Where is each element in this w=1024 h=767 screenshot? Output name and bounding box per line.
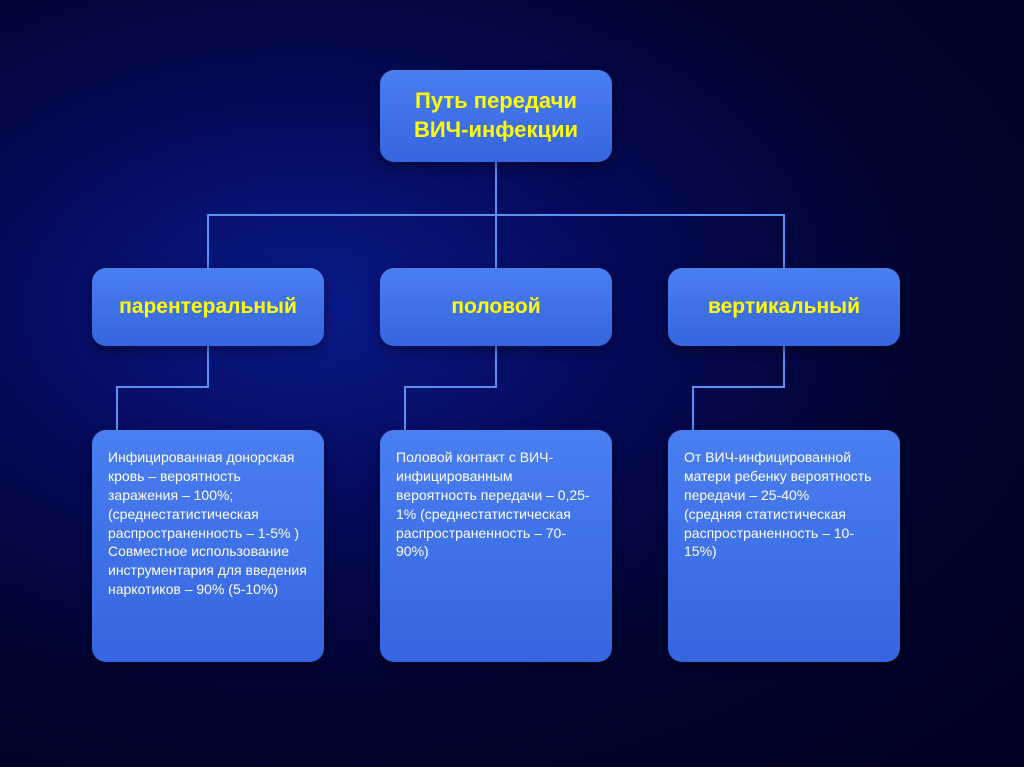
detail-node-sexual: Половой контакт с ВИЧ-инфицированным вер… [380, 430, 612, 662]
root-label: Путь передачиВИЧ-инфекции [414, 87, 578, 144]
category-label: парентеральный [119, 295, 297, 319]
connector [116, 386, 209, 388]
connector [495, 214, 497, 268]
connector [692, 386, 785, 388]
connector [783, 214, 785, 268]
detail-text: От ВИЧ-инфицированной матери ребенку вер… [684, 448, 884, 561]
connector [207, 214, 209, 268]
connector [116, 386, 118, 430]
category-node-sexual: половой [380, 268, 612, 346]
connector [207, 346, 209, 386]
detail-node-parenteral: Инфицированная донорская кровь – вероятн… [92, 430, 324, 662]
root-node: Путь передачиВИЧ-инфекции [380, 70, 612, 162]
detail-node-vertical: От ВИЧ-инфицированной матери ребенку вер… [668, 430, 900, 662]
category-label: половой [451, 295, 540, 319]
category-node-parenteral: парентеральный [92, 268, 324, 346]
connector [404, 386, 497, 388]
detail-text: Половой контакт с ВИЧ-инфицированным вер… [396, 448, 596, 561]
connector [692, 386, 694, 430]
detail-text: Инфицированная донорская кровь – вероятн… [108, 448, 308, 599]
connector [495, 346, 497, 386]
category-label: вертикальный [708, 295, 860, 319]
connector [495, 162, 497, 214]
category-node-vertical: вертикальный [668, 268, 900, 346]
connector [404, 386, 406, 430]
connector [783, 346, 785, 386]
